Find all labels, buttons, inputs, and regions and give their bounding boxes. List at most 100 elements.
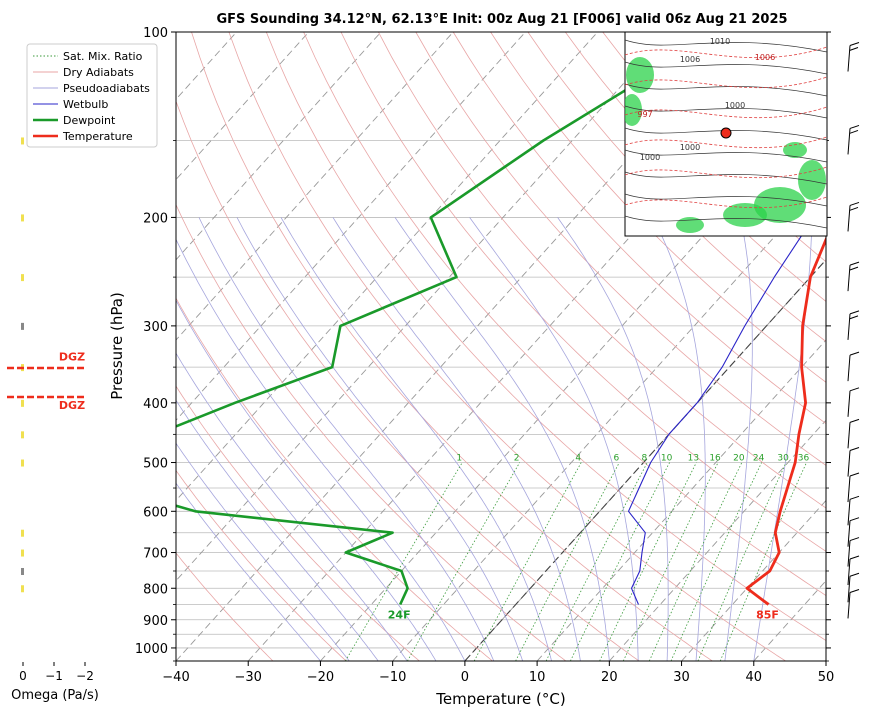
dry-adiabat-line xyxy=(265,32,826,642)
wind-barb-flag xyxy=(849,418,860,423)
mixing-ratio-line xyxy=(345,462,463,661)
dry-adiabat-line xyxy=(176,385,420,661)
mixing-ratio-line xyxy=(473,462,582,661)
isobar-contour xyxy=(625,166,827,179)
wind-barb-staff xyxy=(847,592,851,619)
x-tick-label: 40 xyxy=(746,670,763,685)
mixing-ratio-labels: 1 2 4 6 8 10 13 16 20 24 30 36 xyxy=(456,454,809,464)
wind-barb-flag xyxy=(849,351,860,356)
omega-bar xyxy=(21,274,24,282)
wind-barb-flag xyxy=(849,124,860,129)
isotherm-line xyxy=(176,32,382,261)
x-tick-label: −30 xyxy=(235,670,262,685)
map-border-line xyxy=(625,171,827,185)
pseudoadiabat-line xyxy=(724,217,753,661)
x-tick-label: −20 xyxy=(307,670,334,685)
wind-barb-staff xyxy=(847,390,851,417)
x-tick-label: −40 xyxy=(162,670,189,685)
x-tick-label: 10 xyxy=(529,670,546,685)
omega-bar xyxy=(21,549,24,557)
mixing-ratio-label: 13 xyxy=(688,454,699,464)
surface-dewpoint-label: 24F xyxy=(388,608,411,621)
pseudoadiabat-line xyxy=(753,217,813,661)
map-border-line xyxy=(625,61,827,75)
y-tick-label: 100 xyxy=(143,26,168,41)
precip-area xyxy=(625,94,642,126)
omega-bar xyxy=(21,399,24,407)
wind-barb-flag xyxy=(849,517,860,522)
mixing-ratio-line xyxy=(599,462,697,661)
x-tick-label: 30 xyxy=(673,670,690,685)
omega-tick-label: 0 xyxy=(19,669,27,683)
omega-bar xyxy=(21,137,24,145)
wind-barb-staff xyxy=(847,540,851,567)
legend: Sat. Mix. Ratio Dry Adiabats Pseudoadiabat… xyxy=(26,43,158,148)
wind-barb-staff xyxy=(847,422,851,449)
map-contour-label: 1000 xyxy=(680,143,700,152)
y-tick-label: 500 xyxy=(143,457,168,472)
dry-adiabat-line xyxy=(176,552,274,661)
pseudoadiabat-line xyxy=(236,217,524,661)
mixing-ratio-line xyxy=(648,462,743,661)
wind-barbs xyxy=(847,42,860,619)
mixing-ratio-label: 16 xyxy=(709,454,721,464)
omega-bar xyxy=(21,431,24,439)
pseudoadiabat-line xyxy=(176,238,466,661)
mixing-ratio-label: 30 xyxy=(777,454,789,464)
dry-adiabat-line xyxy=(340,32,826,552)
isobar-contour xyxy=(625,46,827,59)
mixing-ratio-label: 24 xyxy=(753,454,765,464)
legend-box xyxy=(26,43,158,148)
isobar-contour xyxy=(625,76,827,89)
isotherm-line xyxy=(176,32,598,502)
pseudoadiabat-line xyxy=(652,217,706,661)
dry-adiabat-line xyxy=(378,32,826,509)
pseudoadiabat-line xyxy=(176,399,379,661)
wind-barb-staff xyxy=(847,558,851,586)
pseudoadiabat-line xyxy=(394,217,610,661)
legend-entry: Sat. Mix. Ratio xyxy=(63,50,143,63)
map-border-line xyxy=(625,149,827,163)
legend-entry: Temperature xyxy=(62,130,133,143)
legend-entry: Dry Adiabats xyxy=(63,66,134,79)
y-tick-label: 800 xyxy=(143,582,168,597)
wind-barb-flag xyxy=(849,447,860,452)
wind-barb-flag xyxy=(849,537,860,542)
precip-area xyxy=(626,57,654,93)
pseudoadiabat-line xyxy=(176,442,350,661)
map-border-line xyxy=(625,193,827,207)
isotherm-zero-line xyxy=(464,258,826,661)
precip-area xyxy=(676,217,704,233)
wind-barb-staff xyxy=(847,128,851,155)
dry-adiabat-line xyxy=(176,203,567,661)
mixing-ratio-label: 2 xyxy=(514,454,520,464)
dry-adiabat-line xyxy=(228,32,786,661)
wind-barb-flag xyxy=(849,315,859,320)
mixing-ratio-label: 4 xyxy=(575,454,581,464)
wind-barb-staff xyxy=(847,313,851,340)
wind-barb-flag xyxy=(849,572,860,577)
wind-barb-staff xyxy=(847,499,851,526)
series-line-wetbulb xyxy=(627,199,826,605)
mixing-ratio-line xyxy=(407,462,521,661)
wind-barb-flag xyxy=(849,201,860,206)
x-tick-label: −10 xyxy=(379,670,406,685)
dry-adiabat-line xyxy=(176,297,493,661)
dry-adiabat-line xyxy=(176,100,640,661)
mixing-ratio-label: 1 xyxy=(456,454,462,464)
pseudoadiabat-line xyxy=(557,217,669,661)
series-line-temperature xyxy=(745,235,826,606)
y-tick-label: 600 xyxy=(143,505,168,520)
legend-entry: Pseudoadiabats xyxy=(63,82,150,95)
map-contour-label: 1006 xyxy=(755,53,775,62)
wind-barb-staff xyxy=(847,450,851,477)
wind-barb-staff xyxy=(847,205,851,232)
map-contour-label: 1006 xyxy=(680,55,700,64)
sounding-series xyxy=(176,32,826,606)
wind-barb-staff xyxy=(847,355,851,382)
wind-barb-flag xyxy=(849,266,859,271)
wind-barb-staff xyxy=(847,45,851,72)
dry-adiabat-line xyxy=(490,32,826,383)
omega-bar xyxy=(21,585,24,593)
isotherm-line xyxy=(176,32,526,421)
